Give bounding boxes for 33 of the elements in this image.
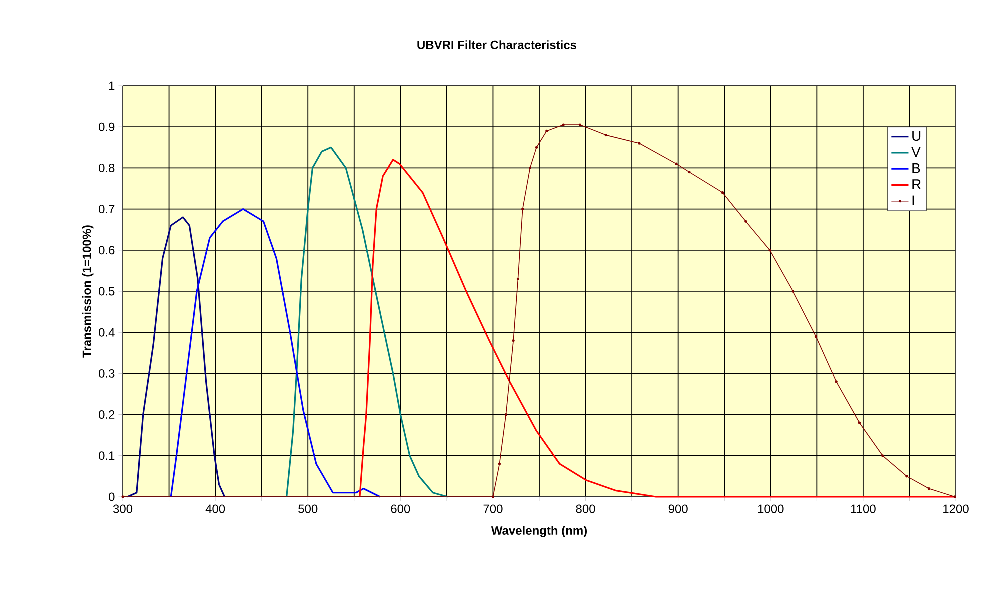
legend-label: U	[912, 131, 921, 142]
x-tick-label: 300	[113, 504, 133, 514]
y-tick-label: 0.4	[98, 328, 115, 337]
x-tick-label: 800	[576, 504, 596, 514]
x-tick-label: 1200	[944, 504, 969, 514]
y-tick-label: 0.2	[98, 410, 115, 420]
x-tick-label: 400	[206, 504, 226, 514]
y-tick-label: 1	[109, 82, 115, 90]
y-tick-label: 0.5	[98, 287, 115, 296]
x-axis-title: Wavelength (nm)	[491, 526, 588, 538]
y-tick-label: 0.7	[98, 205, 115, 214]
legend-label: B	[912, 164, 920, 174]
line-series	[170, 208, 382, 498]
y-axis-title: Transmission (1=100%)	[82, 226, 94, 358]
line-series	[359, 159, 957, 498]
x-tick-label: 1100	[851, 504, 876, 514]
y-tick-label: 0.3	[98, 369, 115, 378]
chart-title: UBVRI Filter Characteristics	[418, 40, 577, 50]
legend-label: V	[912, 147, 921, 158]
line-series	[286, 146, 449, 498]
x-tick-label: 700	[484, 504, 503, 514]
x-tick-label: 1000	[758, 504, 784, 514]
y-tick-label: 0.1	[98, 452, 115, 460]
y-tick-label: 0.6	[98, 246, 115, 255]
legend-label: R	[912, 180, 921, 190]
x-tick-label: 600	[391, 504, 410, 514]
legend-label: I	[912, 196, 914, 206]
y-tick-label: 0.9	[98, 122, 115, 132]
line-series	[126, 216, 226, 498]
y-tick-label: 0	[109, 492, 115, 502]
y-tick-label: 0.8	[98, 164, 115, 172]
x-tick-label: 900	[668, 504, 688, 514]
x-tick-label: 500	[298, 504, 318, 514]
